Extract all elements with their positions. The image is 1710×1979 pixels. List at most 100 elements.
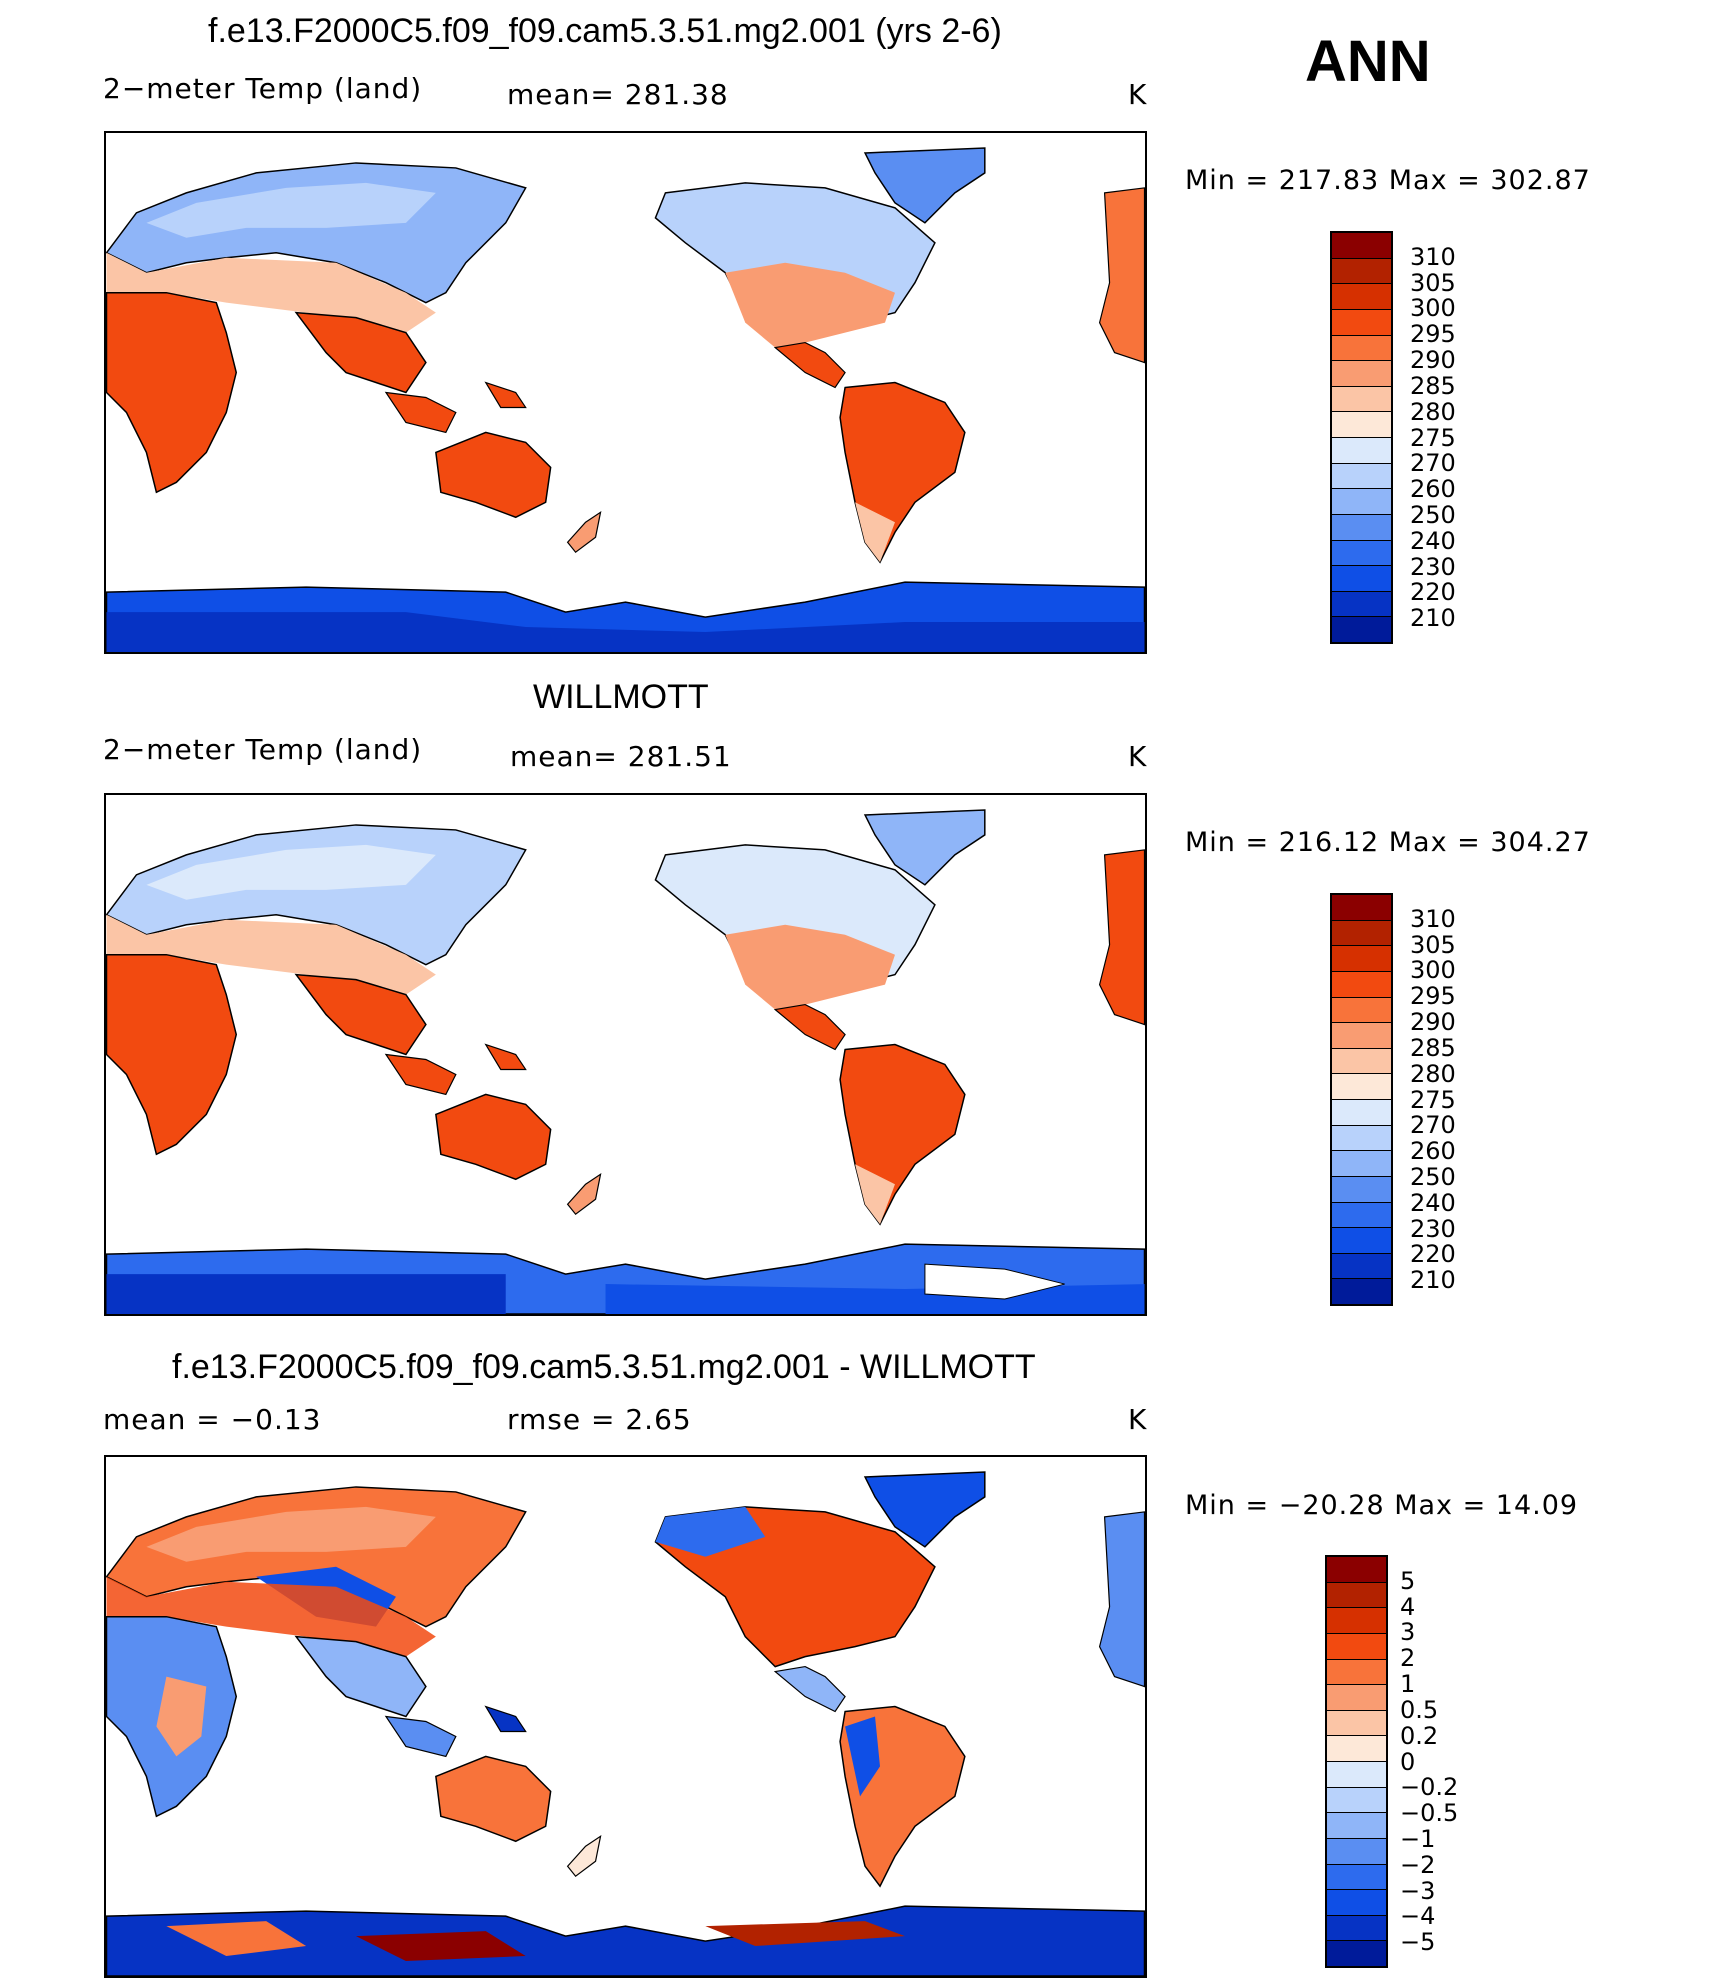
colorbar-tick-label: −0.2 — [1400, 1773, 1459, 1802]
minmax-diff: Min = −20.28 Max = 14.09 — [1185, 1490, 1579, 1521]
colorbar-box — [1332, 1253, 1391, 1280]
panel-unit-diff: K — [1128, 1403, 1148, 1436]
colorbar-labels-obs: 310 305 300 295 290 285 280 275 270 260 250 240 230 2… — [1410, 893, 1490, 1306]
colorbar-box — [1332, 386, 1391, 413]
colorbar-box — [1332, 361, 1391, 387]
colorbar-box — [1327, 1787, 1386, 1814]
colorbar-box — [1332, 463, 1391, 490]
map-obs-svg — [106, 809, 1145, 1314]
colorbar-tick-label: 260 — [1410, 1137, 1456, 1166]
minmax-model: Min = 217.83 Max = 302.87 — [1185, 165, 1591, 196]
colorbar-box — [1332, 920, 1391, 947]
colorbar-tick-label: 250 — [1410, 1162, 1456, 1191]
colorbar-tick-label: 260 — [1410, 475, 1456, 504]
colorbar-tick-label: 0.5 — [1400, 1695, 1439, 1724]
panel-mean-label-obs: mean= 281.51 — [510, 740, 732, 773]
colorbar-tick-label: 295 — [1410, 982, 1456, 1011]
panel-title-obs: WILLMOTT — [533, 678, 709, 716]
colorbar-box — [1327, 1633, 1386, 1660]
colorbar-tick-label: 290 — [1410, 1008, 1456, 1037]
panel-title-diff: f.e13.F2000C5.f09_f09.cam5.3.51.mg2.001 … — [172, 1348, 1036, 1386]
colorbar-tick-label: 275 — [1410, 423, 1456, 452]
season-label: ANN — [1305, 29, 1431, 94]
colorbar-tick-label: 250 — [1410, 500, 1456, 529]
colorbar-tick-label: 280 — [1410, 397, 1456, 426]
colorbar-box — [1332, 233, 1391, 259]
colorbar-box — [1327, 1941, 1386, 1966]
colorbar-tick-label: −3 — [1400, 1876, 1436, 1905]
colorbar-tick-label: 285 — [1410, 1033, 1456, 1062]
colorbar-tick-label: 220 — [1410, 1240, 1456, 1269]
colorbar-tick-label: 290 — [1410, 346, 1456, 375]
minmax-obs: Min = 216.12 Max = 304.27 — [1185, 827, 1591, 858]
panel-title-model: f.e13.F2000C5.f09_f09.cam5.3.51.mg2.001 … — [208, 12, 1002, 50]
colorbar-box — [1332, 617, 1391, 642]
colorbar-tick-label: 305 — [1410, 930, 1456, 959]
colorbar-box — [1332, 946, 1391, 972]
map-model-svg — [106, 147, 1145, 652]
colorbar-tick-label: 285 — [1410, 371, 1456, 400]
colorbar-box — [1327, 1736, 1386, 1762]
colorbar-box — [1327, 1890, 1386, 1916]
colorbar-box — [1327, 1813, 1386, 1839]
colorbar-tick-label: 240 — [1410, 526, 1456, 555]
map-diff — [104, 1455, 1147, 1978]
colorbar-box — [1327, 1838, 1386, 1865]
colorbar-box — [1332, 1279, 1391, 1304]
colorbar-box — [1327, 1659, 1386, 1686]
colorbar-box — [1332, 591, 1391, 618]
colorbar-box — [1332, 1074, 1391, 1100]
colorbar-labels-model: 310 305 300 295 290 285 280 275 270 260 250 240 230 2… — [1410, 231, 1490, 644]
panel-unit-model: K — [1128, 78, 1148, 111]
colorbar-box — [1327, 1762, 1386, 1788]
colorbar-box — [1327, 1582, 1386, 1609]
panel-mean-label-diff: mean = −0.13 — [103, 1403, 322, 1436]
colorbar-box — [1327, 1864, 1386, 1891]
colorbar-tick-label: 305 — [1410, 268, 1456, 297]
colorbar-box — [1332, 258, 1391, 285]
panel-mean-label-model: mean= 281.38 — [507, 78, 729, 111]
colorbar-tick-label: 4 — [1400, 1592, 1416, 1621]
map-obs — [104, 793, 1147, 1316]
colorbar-box — [1332, 284, 1391, 310]
colorbar-tick-label: 270 — [1410, 1111, 1456, 1140]
panel-left-label-obs: 2−meter Temp (land) — [103, 733, 423, 766]
colorbar-box — [1327, 1557, 1386, 1583]
colorbar-tick-label: −1 — [1400, 1824, 1436, 1853]
colorbar-box — [1332, 1125, 1391, 1152]
colorbar-tick-label: −5 — [1400, 1928, 1436, 1957]
colorbar-box — [1332, 1048, 1391, 1075]
colorbar-box — [1332, 971, 1391, 998]
panel-left-label-model: 2−meter Temp (land) — [103, 72, 423, 105]
colorbar-labels-diff: 5 4 3 2 1 0.5 0.2 0 −0.2 −0.5 −1 −2 −3 −4 −5 — [1400, 1555, 1480, 1968]
colorbar-tick-label: 295 — [1410, 320, 1456, 349]
colorbar-tick-label: 275 — [1410, 1085, 1456, 1114]
colorbar-tick-label: −4 — [1400, 1902, 1436, 1931]
colorbar-box — [1332, 514, 1391, 541]
colorbar-tick-label: 230 — [1410, 1214, 1456, 1243]
colorbar-box — [1332, 1176, 1391, 1203]
colorbar-tick-label: 280 — [1410, 1059, 1456, 1088]
colorbar-box — [1332, 1023, 1391, 1049]
colorbar-tick-label: −2 — [1400, 1850, 1436, 1879]
colorbar-tick-label: 310 — [1410, 242, 1456, 271]
colorbar-tick-label: 3 — [1400, 1618, 1416, 1647]
colorbar-box — [1332, 997, 1391, 1024]
colorbar-tick-label: 300 — [1410, 956, 1456, 985]
colorbar-box — [1332, 1228, 1391, 1254]
colorbar-tick-label: 270 — [1410, 449, 1456, 478]
colorbar-box — [1327, 1710, 1386, 1737]
colorbar-box — [1327, 1685, 1386, 1711]
colorbar-tick-label: 300 — [1410, 294, 1456, 323]
colorbar-box — [1332, 566, 1391, 592]
colorbar-tick-label: 5 — [1400, 1566, 1416, 1595]
colorbar-obs — [1330, 893, 1393, 1306]
colorbar-diff — [1325, 1555, 1388, 1968]
panel-unit-obs: K — [1128, 740, 1148, 773]
colorbar-tick-label: −0.5 — [1400, 1799, 1459, 1828]
colorbar-tick-label: 220 — [1410, 578, 1456, 607]
colorbar-box — [1332, 489, 1391, 515]
panel-rmse-label-diff: rmse = 2.65 — [507, 1403, 692, 1436]
colorbar-tick-label: 310 — [1410, 904, 1456, 933]
colorbar-tick-label: 210 — [1410, 604, 1456, 633]
